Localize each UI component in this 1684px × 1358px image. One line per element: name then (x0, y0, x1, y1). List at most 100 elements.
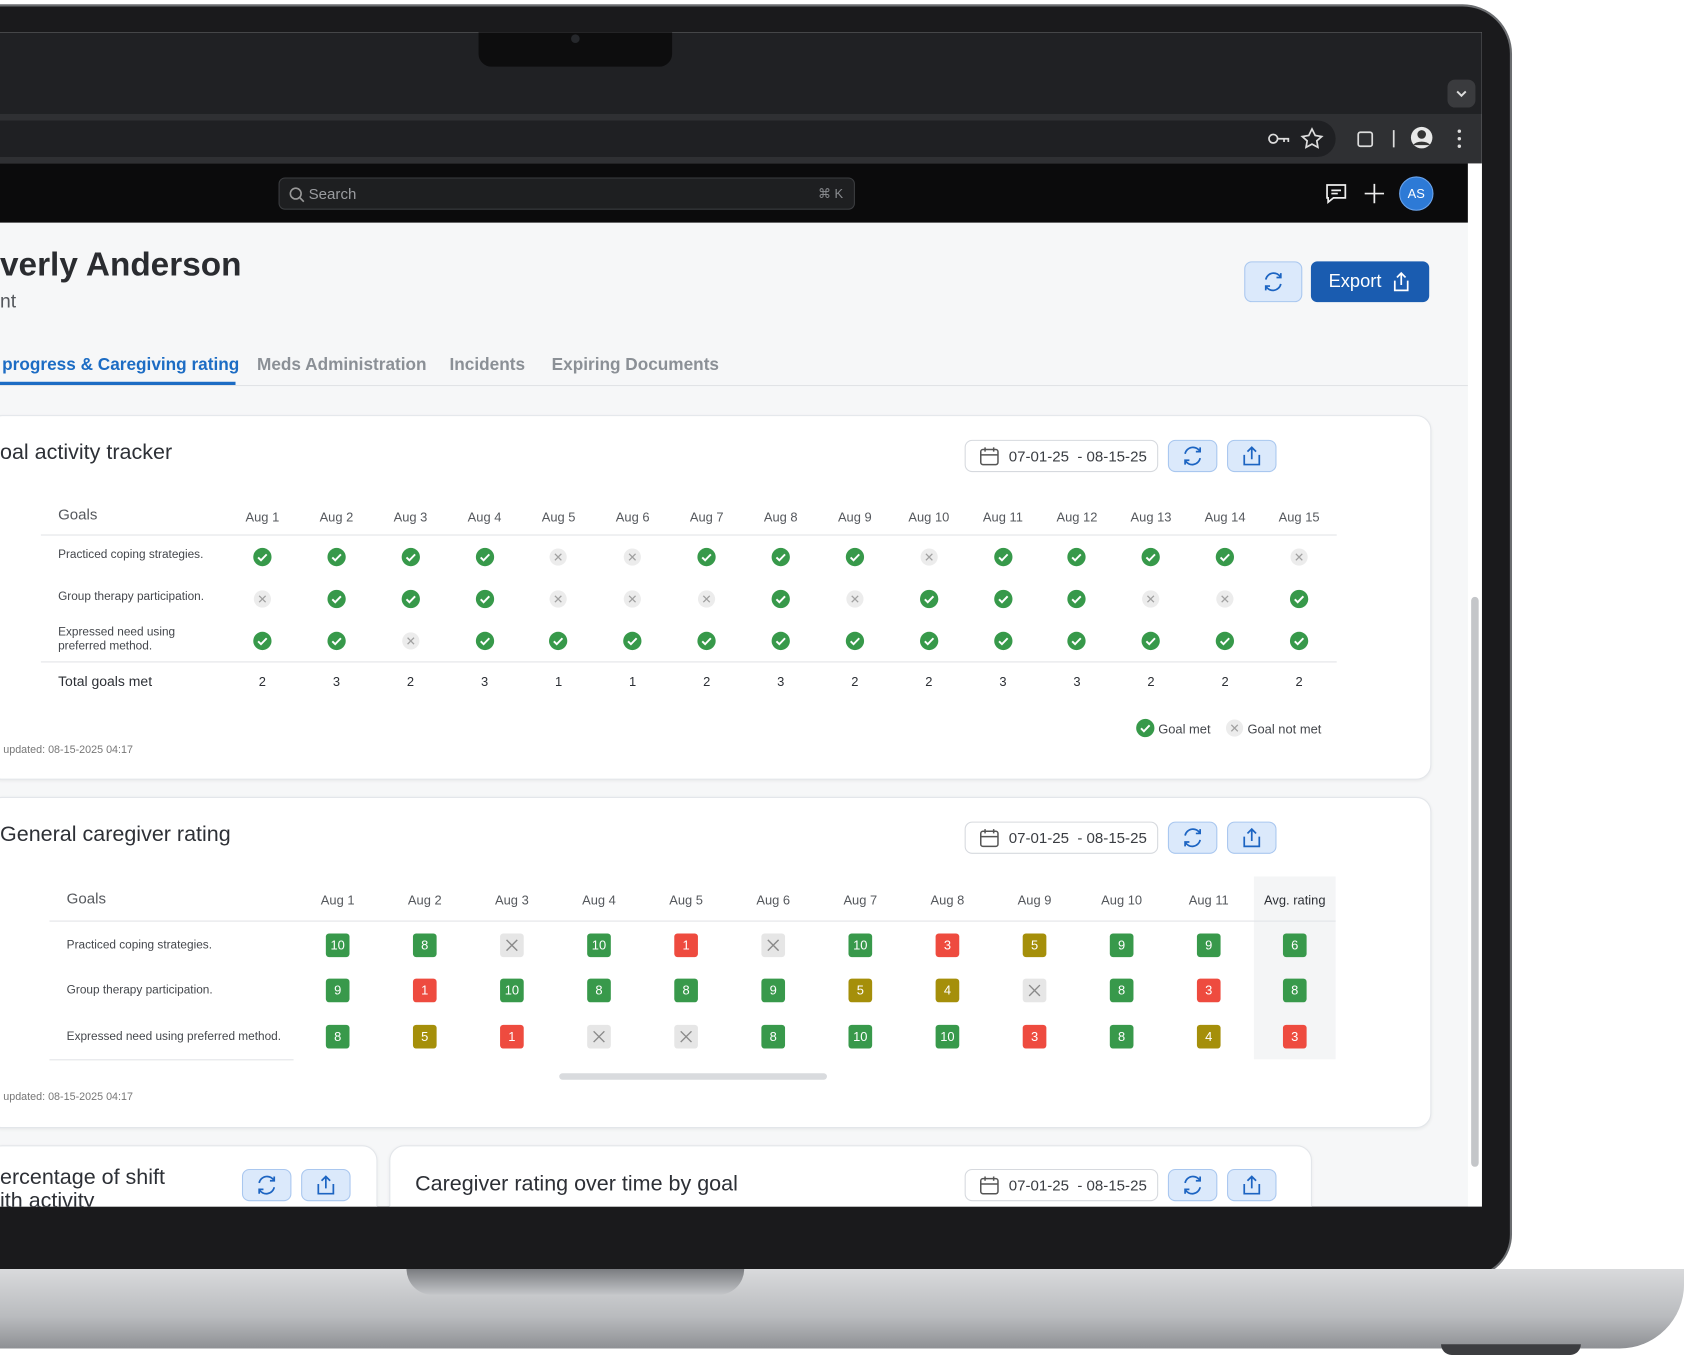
day-header: Aug 2 (407, 892, 442, 908)
x-svg (1028, 984, 1041, 997)
day-header: Aug 9 (1017, 892, 1052, 908)
goal-not-met-icon (401, 631, 420, 650)
avatar[interactable]: AS (1399, 176, 1434, 211)
date-range-picker[interactable]: 07-01-25 - 08-15-25 (964, 439, 1159, 473)
no-rating-icon (587, 1024, 611, 1049)
goal-not-met-icon (1141, 589, 1160, 608)
rating-badge: 1 (500, 1024, 524, 1049)
rating-badge: 8 (1282, 978, 1307, 1003)
tab-dropdown[interactable] (1447, 79, 1476, 108)
check-svg (401, 589, 420, 609)
rating-badge: 9 (325, 978, 350, 1003)
rating-badge: 8 (412, 933, 437, 958)
screen: Search ⌘ K AS verly Anderson nt Export p… (0, 32, 1482, 1207)
goal-met-icon (401, 547, 420, 567)
rating-badge: 9 (761, 978, 786, 1003)
x-svg (593, 1030, 605, 1043)
rating-badge: 10 (325, 933, 350, 958)
check-svg (401, 547, 420, 567)
share-icon (1393, 271, 1409, 292)
check-svg (1067, 547, 1087, 567)
date-range-picker[interactable]: 07-01-25 - 08-15-25 (964, 821, 1159, 854)
total-value: 2 (1295, 674, 1303, 690)
tab[interactable]: Meds Administration (257, 355, 427, 375)
day-header: Aug 3 (495, 892, 529, 908)
refresh-icon (1181, 1173, 1205, 1197)
rating-badge: 9 (1196, 933, 1221, 958)
search-box[interactable]: Search ⌘ K (278, 177, 855, 210)
no-rating-icon (761, 933, 786, 958)
share-button[interactable] (301, 1168, 351, 1202)
table-header-line (40, 534, 1337, 536)
share-button[interactable] (1227, 439, 1277, 473)
refresh-icon-svg (1184, 446, 1202, 466)
goal-name: Group therapy participation. (66, 983, 213, 997)
rating-badge: 9 (1109, 933, 1134, 958)
horizontal-scrollbar[interactable] (559, 1073, 827, 1080)
share-icon-svg (1243, 1175, 1261, 1195)
no-rating-icon (500, 933, 524, 958)
total-value: 2 (258, 674, 266, 690)
goal-met-icon (1067, 547, 1087, 567)
search-placeholder: Search (308, 184, 357, 203)
scrollbar-thumb[interactable] (1471, 596, 1479, 1167)
card-title: ith activity (0, 1189, 95, 1207)
date-range: 07-01-25 - 08-15-25 (1008, 829, 1147, 847)
rating-badge: 10 (935, 1024, 960, 1049)
rating-badge: 10 (587, 933, 611, 958)
share-icon (1240, 444, 1264, 468)
check-svg (993, 631, 1013, 651)
share-button[interactable] (1227, 821, 1277, 854)
total-value: 3 (332, 674, 341, 690)
check-svg (1141, 547, 1161, 567)
refresh-icon (1181, 826, 1205, 850)
date-range: 07-01-25 - 08-15-25 (1008, 1176, 1147, 1194)
refresh-button[interactable] (1167, 1168, 1218, 1202)
rating-badge: 5 (412, 1024, 437, 1049)
tab[interactable]: Incidents (449, 355, 526, 375)
goal-met-icon (1289, 589, 1309, 609)
total-value: 3 (999, 674, 1007, 690)
x-svg (680, 1030, 692, 1043)
refresh-button[interactable] (1244, 261, 1303, 303)
goal-met-icon (1289, 631, 1309, 651)
refresh-button[interactable] (1167, 821, 1218, 854)
goal-not-met-icon (253, 589, 272, 608)
day-header: Aug 7 (689, 509, 724, 525)
goal-met-icon (1141, 631, 1161, 651)
goal-met-icon (845, 547, 864, 567)
goal-met-icon (1141, 547, 1161, 567)
rating-badge: 1 (412, 978, 437, 1003)
rating-badge: 1 (674, 933, 698, 958)
refresh-button[interactable] (241, 1168, 292, 1202)
check-svg (1289, 631, 1309, 651)
calendar-icon (979, 445, 1001, 467)
check-svg (1141, 631, 1161, 651)
refresh-icon (255, 1173, 279, 1197)
check-svg (327, 547, 346, 567)
goal-met-icon (771, 589, 790, 609)
tab[interactable]: Expiring Documents (551, 355, 719, 375)
tab[interactable]: progress & Caregiving rating (2, 355, 240, 375)
x-svg (1216, 590, 1234, 608)
date-range-picker[interactable]: 07-01-25 - 08-15-25 (964, 1168, 1159, 1202)
x-svg (1290, 548, 1308, 566)
goal-met-icon (1215, 631, 1235, 651)
day-header: Aug 15 (1278, 509, 1320, 525)
rating-badge: 8 (1109, 978, 1134, 1003)
total-value: 2 (851, 674, 859, 690)
day-header: Aug 11 (982, 509, 1023, 525)
share-button[interactable] (1227, 1168, 1277, 1202)
active-tab-underline (0, 381, 236, 385)
rating-badge: 8 (587, 978, 611, 1003)
calendar-icon (979, 1174, 1001, 1196)
last-updated: updated: 08-15-2025 04:17 (3, 744, 133, 757)
no-rating-icon (674, 1024, 698, 1049)
refresh-button[interactable] (1167, 439, 1218, 473)
export-button[interactable]: Export (1310, 261, 1430, 303)
goal-met-icon (475, 547, 494, 567)
goal-met-icon (771, 547, 790, 567)
goal-met-icon (1215, 547, 1235, 567)
address-bar[interactable] (0, 120, 1336, 158)
check-svg (327, 589, 346, 609)
